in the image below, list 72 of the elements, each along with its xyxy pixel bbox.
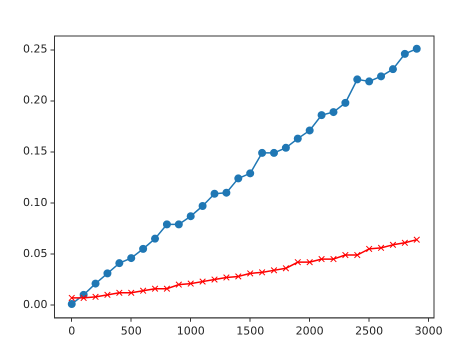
point <box>282 144 290 152</box>
point <box>175 281 182 288</box>
y-tick-label: 0.15 <box>22 144 48 158</box>
point <box>128 289 135 296</box>
point <box>341 98 350 107</box>
point <box>400 50 409 58</box>
point <box>210 190 219 198</box>
y-tick-label: 0.20 <box>22 94 48 107</box>
point <box>152 285 158 292</box>
point <box>412 44 421 53</box>
point <box>413 236 420 244</box>
point <box>294 134 302 143</box>
point <box>116 289 123 296</box>
point <box>162 220 171 228</box>
point <box>104 292 111 298</box>
point <box>390 241 396 248</box>
point <box>330 256 337 262</box>
point <box>318 111 326 120</box>
point <box>164 285 170 292</box>
point <box>234 273 242 280</box>
point <box>140 287 146 294</box>
point <box>199 278 206 285</box>
point <box>388 65 397 74</box>
point <box>402 239 408 246</box>
point <box>377 72 386 80</box>
point <box>234 174 242 182</box>
x-tick-label: 2500 <box>355 324 384 338</box>
y-tick-label: 0.10 <box>22 196 48 209</box>
point <box>342 252 349 258</box>
point <box>306 258 314 266</box>
point <box>198 202 207 210</box>
point <box>103 269 112 278</box>
point <box>68 300 76 308</box>
x-tick-label: 1000 <box>176 324 205 338</box>
point <box>223 274 230 281</box>
point <box>92 294 99 300</box>
x-tick-label: 1500 <box>236 324 264 338</box>
point <box>270 148 278 157</box>
point <box>115 259 124 268</box>
point <box>151 234 160 243</box>
point <box>187 280 194 287</box>
point <box>378 244 384 252</box>
point <box>139 244 148 253</box>
x-tick-label: 2000 <box>296 324 324 338</box>
point <box>174 220 183 228</box>
point <box>246 270 254 277</box>
x-tick-label: 3000 <box>414 324 443 338</box>
point <box>68 294 76 302</box>
y-tick-label: 0.25 <box>22 42 48 56</box>
point <box>92 280 100 288</box>
point <box>318 256 325 262</box>
point <box>127 254 136 262</box>
point <box>222 188 230 197</box>
point <box>365 77 374 86</box>
point <box>80 294 87 302</box>
point <box>294 258 302 266</box>
y-tick-label: 0.00 <box>22 298 48 311</box>
point <box>306 126 314 134</box>
point <box>186 212 195 220</box>
point <box>258 148 266 157</box>
point <box>270 266 278 274</box>
point <box>282 264 290 272</box>
y-tick-label: 0.05 <box>22 246 48 260</box>
x-tick-label: 0 <box>68 324 76 338</box>
point <box>366 246 372 252</box>
point <box>354 252 361 258</box>
point <box>329 108 338 116</box>
point <box>258 269 266 276</box>
point <box>353 75 362 84</box>
x-tick-label: 500 <box>120 324 142 338</box>
point <box>211 276 218 283</box>
point <box>246 169 254 178</box>
